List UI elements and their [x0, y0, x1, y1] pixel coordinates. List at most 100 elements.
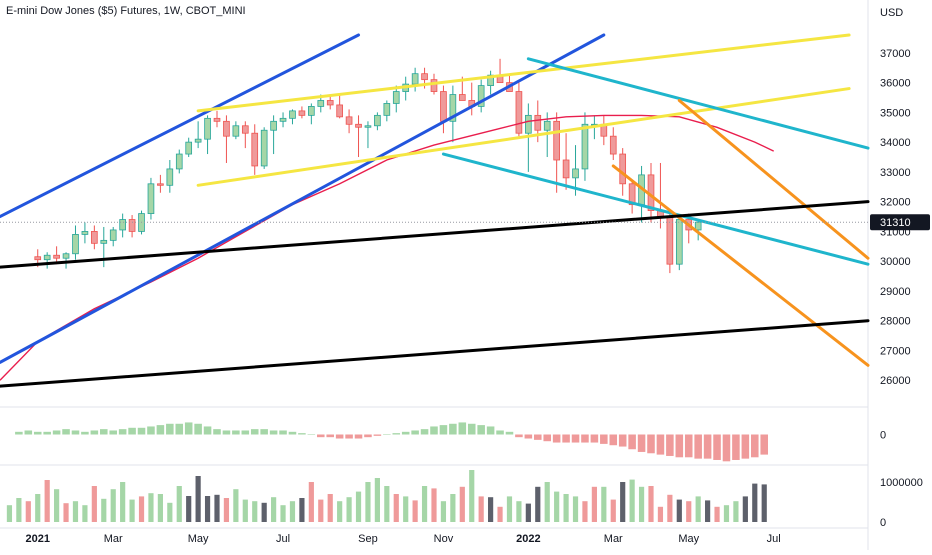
volume-bar [620, 482, 626, 522]
candle [628, 180, 636, 214]
date-tick-label: May [188, 533, 209, 545]
trend-line[interactable] [196, 87, 851, 187]
volume-bar [478, 496, 484, 522]
candle [374, 112, 381, 131]
candle-body [128, 219, 136, 232]
volume-bar [506, 496, 513, 522]
volume-bar [705, 500, 711, 522]
volume-bar [638, 486, 645, 522]
volume-tick-label: 1000000 [880, 477, 923, 489]
oscillator-bar [213, 429, 221, 435]
candle-body [543, 120, 551, 131]
candle-body [232, 125, 240, 137]
candle-body [553, 120, 560, 161]
volume-bar [195, 476, 201, 522]
trend-line[interactable] [196, 33, 851, 113]
trend-line[interactable] [677, 98, 870, 260]
oscillator-bar [175, 423, 184, 435]
candle-body [525, 114, 532, 134]
candle-body [336, 104, 343, 118]
volume-bar [138, 496, 145, 522]
volume-bar [601, 486, 607, 522]
oscillator-bar [600, 434, 608, 444]
price-axis[interactable]: 3700036000350003400033000320003100030000… [0, 48, 930, 387]
oscillator-bar [590, 434, 599, 443]
volume-bar [525, 503, 531, 522]
date-tick-label: Jul [276, 533, 290, 545]
candle [553, 112, 560, 193]
trend-line[interactable] [0, 200, 870, 269]
oscillator-bar [581, 434, 589, 443]
price-tick-label: 33000 [880, 167, 911, 179]
volume-bar [686, 501, 692, 522]
price-tick-label: 26000 [880, 375, 911, 387]
oscillator-bar [703, 434, 712, 459]
candle [147, 177, 155, 220]
volume-bar [488, 497, 494, 522]
oscillator-bar [62, 429, 70, 435]
volume-bar [167, 502, 173, 522]
oscillator-bar [401, 431, 410, 435]
trend-line[interactable] [0, 319, 870, 388]
volume-bar [421, 486, 428, 522]
volume-bar [563, 494, 569, 522]
candle [128, 215, 136, 238]
volume-bar [261, 502, 267, 522]
candle [666, 210, 674, 274]
candle [336, 94, 343, 119]
candle-body [53, 254, 60, 259]
candle [270, 115, 277, 155]
candle-body [241, 125, 249, 134]
volume-bar [204, 496, 211, 522]
oscillator-bar [260, 429, 268, 435]
candle [213, 110, 221, 128]
candle-body [572, 168, 579, 179]
trend-lines[interactable] [0, 33, 870, 388]
candle-body [458, 94, 466, 101]
candle-body [421, 73, 428, 81]
candle-body [675, 219, 683, 265]
trend-line[interactable] [441, 152, 870, 266]
oscillator-bar [279, 430, 287, 435]
date-tick-label: May [678, 533, 699, 545]
price-tick-label: 32000 [880, 197, 911, 209]
candle [119, 213, 126, 238]
trend-line[interactable] [0, 33, 361, 219]
oscillator-bar [250, 429, 259, 435]
candle [289, 109, 296, 125]
volume-bar [6, 505, 13, 522]
oscillator-bar [741, 434, 750, 459]
candle-body [175, 153, 183, 170]
trend-line[interactable] [526, 57, 870, 150]
candle-body [411, 73, 419, 85]
candle-body [279, 117, 287, 122]
oscillator-bar [118, 429, 127, 435]
oscillator-bar [147, 426, 155, 435]
candle-body [374, 114, 381, 127]
chart-grid [0, 0, 869, 550]
candle [100, 226, 108, 268]
time-axis[interactable]: 2021 Mar May Jul Sep Nov 2022 Mar May Jul [25, 533, 780, 545]
candle-body [666, 216, 674, 265]
trend-line[interactable] [0, 33, 606, 364]
price-tick-label: 36000 [880, 78, 911, 90]
oscillator-bar [467, 423, 476, 435]
candle-body [581, 123, 589, 170]
oscillator-bar [637, 434, 646, 452]
candle [43, 252, 51, 269]
oscillator-bar [430, 426, 438, 435]
trend-line[interactable] [611, 164, 870, 367]
volume-bar [337, 501, 343, 522]
volume-bar [544, 482, 550, 522]
oscillator-pane: 0 [15, 422, 886, 462]
candle [232, 121, 240, 140]
volume-bar [233, 489, 239, 522]
volume-bar [752, 483, 758, 522]
date-tick-label: Mar [104, 533, 123, 545]
oscillator-bar [751, 434, 759, 458]
price-tick-label: 28000 [880, 316, 911, 328]
volume-bar [299, 498, 305, 522]
date-tick-label: 2022 [516, 533, 540, 545]
